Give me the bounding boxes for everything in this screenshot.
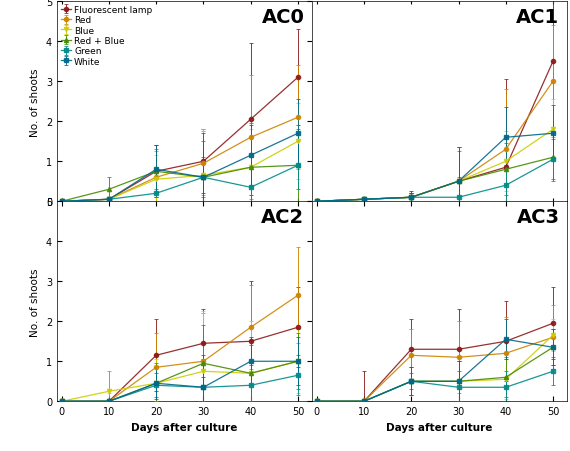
- Text: AC2: AC2: [261, 208, 304, 227]
- Y-axis label: No. of shoots: No. of shoots: [30, 267, 40, 336]
- Text: AC0: AC0: [262, 8, 304, 27]
- Text: AC1: AC1: [516, 8, 560, 27]
- X-axis label: Days after culture: Days after culture: [386, 422, 493, 432]
- X-axis label: Days after culture: Days after culture: [131, 422, 238, 432]
- Text: AC3: AC3: [516, 208, 560, 227]
- Y-axis label: No. of shoots: No. of shoots: [30, 68, 40, 136]
- Legend: Fluorescent lamp, Red, Blue, Red + Blue, Green, White: Fluorescent lamp, Red, Blue, Red + Blue,…: [60, 5, 153, 67]
